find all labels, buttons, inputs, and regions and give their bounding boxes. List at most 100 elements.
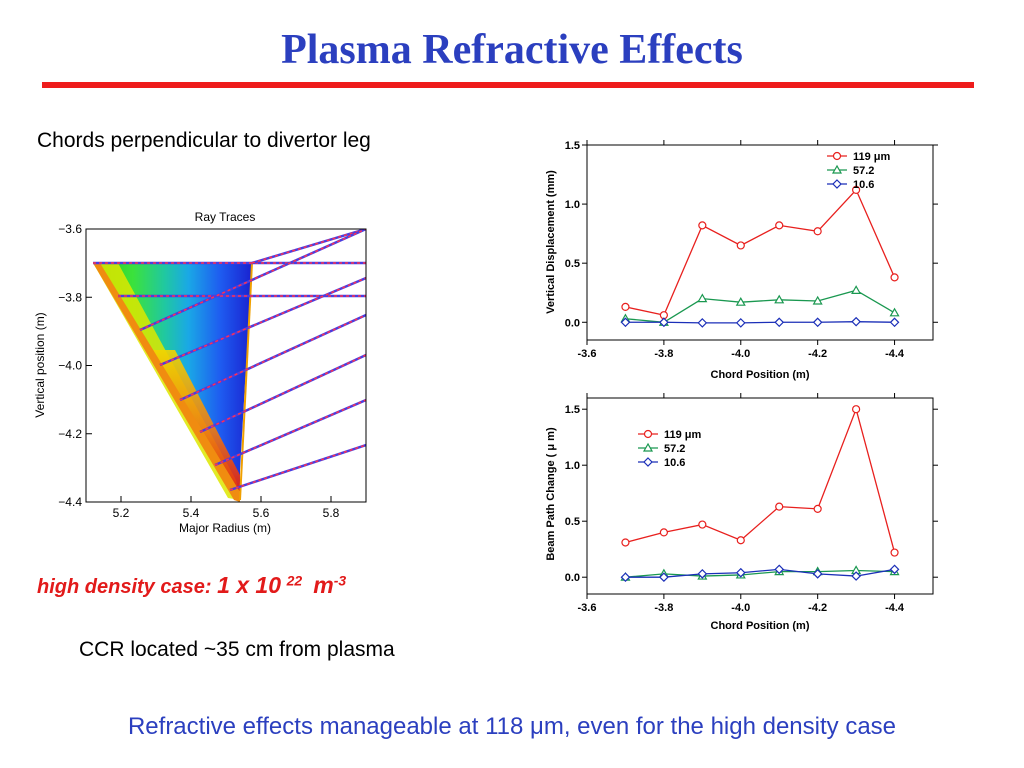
chart1-ylabel: Vertical Displacement (mm)	[545, 170, 557, 314]
x-tick-label: -3.8	[654, 602, 673, 614]
y-tick-label: 0.0	[565, 317, 580, 329]
x-tick-label: -4.0	[731, 602, 750, 614]
data-point-circle	[698, 520, 707, 529]
x-tick-label: -4.2	[808, 348, 827, 360]
data-point-circle	[852, 405, 861, 414]
series-line-2	[625, 568, 895, 578]
series-line-0	[625, 188, 896, 316]
data-point-circle	[736, 241, 745, 250]
title-underline	[42, 82, 974, 88]
slide-title: Plasma Refractive Effects	[281, 27, 743, 73]
ray-xtick-label: 5.4	[183, 506, 200, 520]
ray-trace-line	[229, 443, 366, 492]
data-point-diamond	[774, 564, 785, 575]
density-prefix: high density case:	[37, 576, 218, 598]
data-point-circle	[643, 429, 653, 439]
ray-trace-dash	[159, 277, 366, 366]
ray-xtick-label: 5.6	[253, 506, 270, 520]
density-note: high density case: 1 x 10 22 m-3	[37, 572, 346, 599]
legend-label: 57.2	[853, 165, 874, 177]
density-unit-exponent: -3	[333, 572, 347, 589]
ray-ytick-label: −4.0	[58, 359, 82, 373]
data-point-circle	[890, 273, 899, 282]
y-tick-label: 1.5	[565, 140, 580, 152]
series-line-2	[625, 321, 895, 324]
ray-ytick-label: −4.4	[58, 495, 82, 509]
conclusion: Refractive effects manageable at 118 μm,…	[127, 713, 897, 740]
data-point-diamond	[620, 317, 631, 328]
data-point-circle	[621, 538, 630, 547]
chart2-xlabel: Chord Position (m)	[711, 620, 810, 632]
ray-trace-dash	[251, 229, 366, 264]
data-point-diamond	[659, 572, 669, 583]
data-point-diamond	[643, 457, 653, 467]
data-point-diamond	[774, 317, 785, 328]
legend-label: 57.2	[664, 443, 685, 455]
data-point-circle	[736, 536, 745, 545]
data-point-circle	[890, 548, 899, 557]
y-tick-label: 0.5	[565, 258, 580, 270]
ray-ytick-label: −3.8	[58, 290, 82, 304]
ray-trace-dash	[139, 229, 366, 331]
density-wedge-edge	[93, 263, 240, 502]
y-tick-label: 0.0	[565, 572, 580, 584]
data-point-diamond	[812, 568, 823, 579]
ray-xtick-label: 5.8	[323, 506, 340, 520]
data-point-circle	[659, 528, 668, 537]
data-point-circle	[621, 302, 630, 312]
data-point-circle	[813, 227, 822, 236]
ray-trace-dash	[199, 354, 366, 433]
series-line-1	[625, 289, 895, 323]
subtitle: Chords perpendicular to divertor leg	[37, 129, 371, 152]
data-point-triangle	[642, 442, 654, 452]
data-point-circle	[775, 221, 784, 230]
legend-label: 10.6	[853, 179, 874, 191]
data-point-diamond	[812, 317, 823, 328]
legend-label: 119 μm	[853, 151, 891, 163]
data-point-circle	[832, 151, 842, 161]
chart2-ylabel: Beam Path Change ( μ m)	[545, 427, 557, 561]
data-point-triangle	[735, 296, 746, 306]
x-tick-label: -4.4	[885, 602, 905, 614]
ccr-note: CCR located ~35 cm from plasma	[79, 638, 395, 661]
ray-ytick-label: −3.6	[58, 222, 82, 236]
y-tick-label: 1.0	[565, 460, 580, 472]
ray-trace-dash	[179, 314, 366, 401]
data-point-diamond	[659, 317, 669, 328]
x-tick-label: -3.8	[654, 348, 673, 360]
chart1-xlabel: Chord Position (m)	[711, 369, 810, 381]
data-point-triangle	[889, 307, 900, 317]
data-point-diamond	[697, 318, 708, 328]
data-point-diamond	[620, 572, 631, 583]
data-point-diamond	[832, 179, 842, 189]
data-point-triangle	[697, 293, 708, 303]
data-point-diamond	[851, 571, 861, 581]
data-point-circle	[698, 221, 707, 230]
series-line-1	[625, 569, 895, 578]
y-tick-label: 0.5	[565, 516, 580, 528]
legend-label: 119 μm	[664, 429, 702, 441]
series-line-0	[625, 407, 896, 553]
legend-label: 10.6	[664, 457, 685, 469]
data-point-diamond	[851, 316, 861, 327]
data-point-triangle	[831, 164, 843, 174]
data-point-triangle	[851, 285, 862, 294]
x-tick-label: -4.2	[808, 602, 827, 614]
density-value: 1 x 10	[217, 572, 282, 598]
data-point-diamond	[735, 318, 746, 328]
y-tick-label: 1.0	[565, 199, 580, 211]
wedge-right-edge	[239, 262, 253, 501]
ray-ytick-label: −4.2	[58, 427, 82, 441]
x-tick-label: -3.6	[578, 348, 597, 360]
ray-xtick-label: 5.2	[113, 506, 130, 520]
data-point-diamond	[889, 317, 900, 328]
data-point-circle	[852, 185, 861, 195]
x-tick-label: -4.4	[885, 348, 905, 360]
ray-plot-xlabel: Major Radius (m)	[179, 521, 271, 535]
data-point-triangle	[774, 294, 785, 304]
data-point-circle	[813, 504, 822, 513]
density-unit: m	[313, 572, 334, 598]
